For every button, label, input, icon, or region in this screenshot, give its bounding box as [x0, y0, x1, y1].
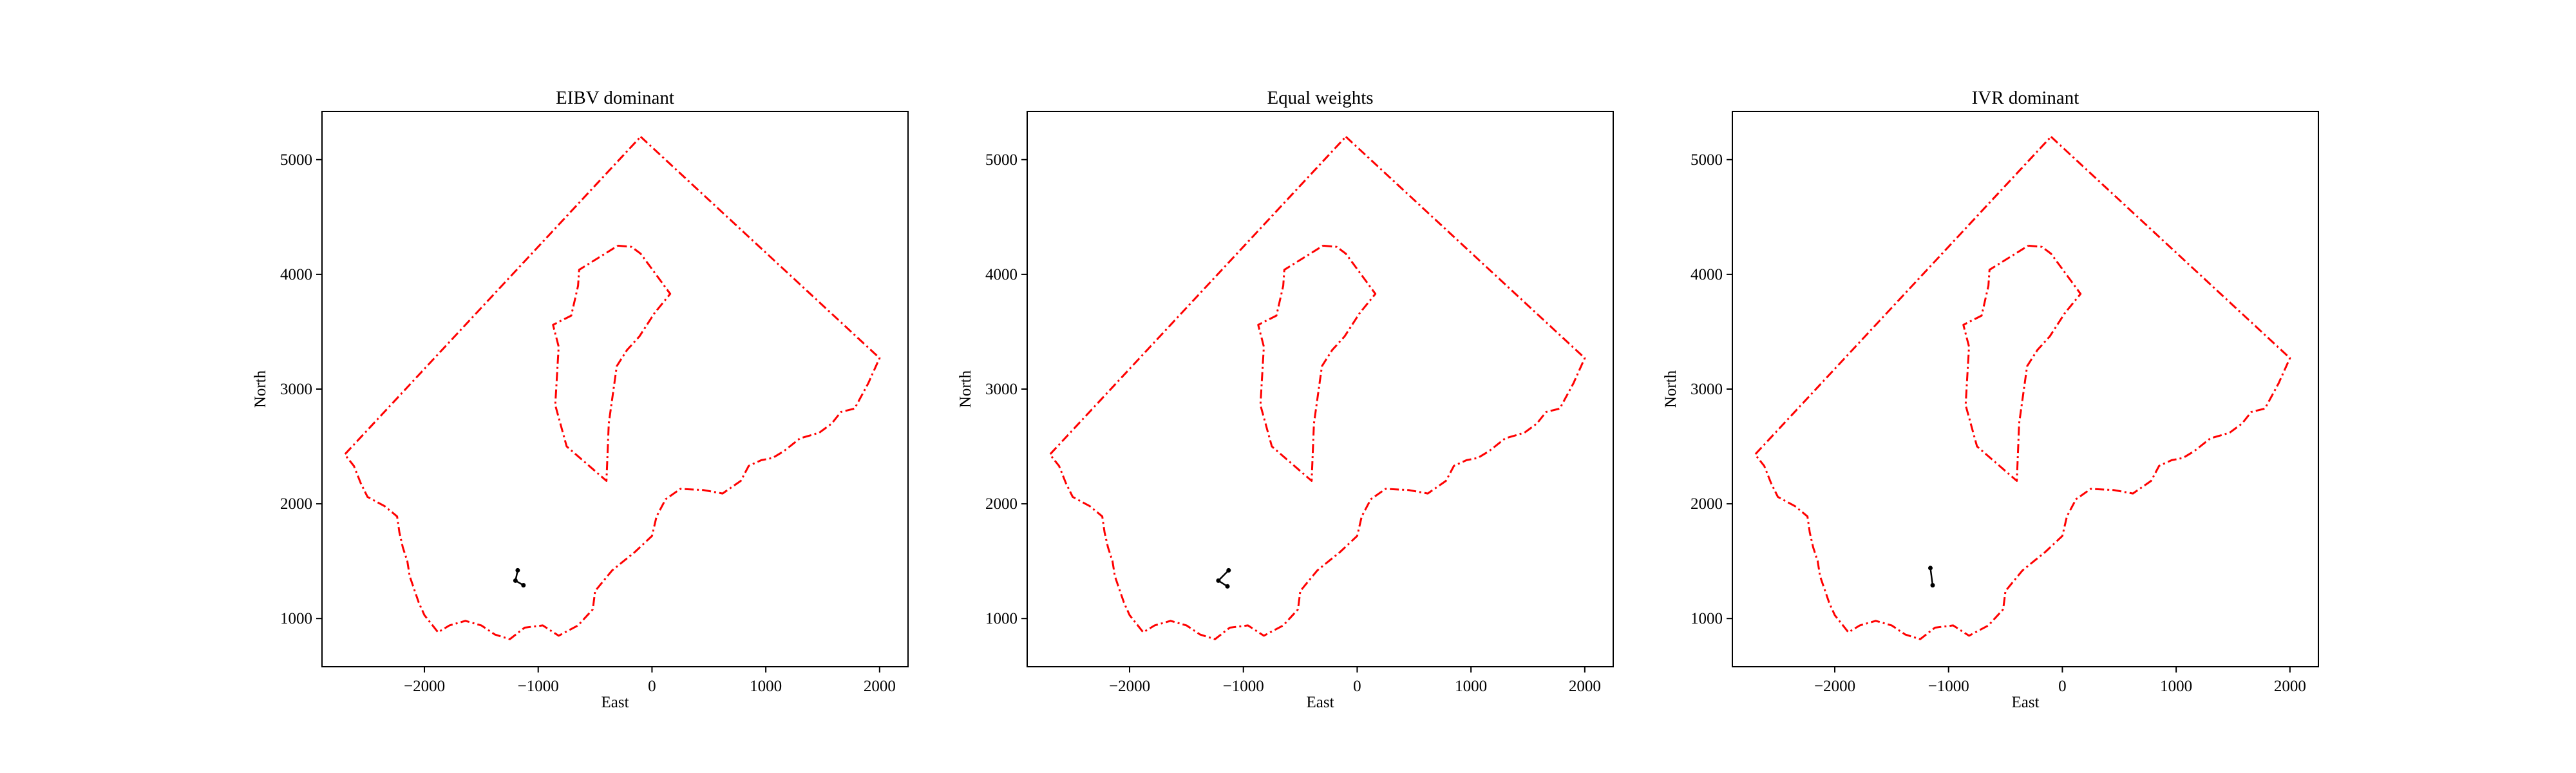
x-tick-label: 0: [1353, 678, 1361, 695]
y-tick-label: 1000: [985, 610, 1018, 627]
y-axis-label: North: [1662, 370, 1680, 408]
y-tick-label: 3000: [1690, 381, 1723, 398]
subplot-title: Equal weights: [1267, 88, 1373, 108]
x-tick-label: −1000: [518, 678, 559, 695]
plot-area: [1754, 136, 2291, 640]
boundary-outer: [1048, 136, 1586, 640]
axis-ticks: −2000 −1000 0 1000 2000 1000 2000 3000 4000 5000: [985, 151, 1601, 695]
x-axis-label: East: [2011, 694, 2039, 711]
x-tick-label: 1000: [750, 678, 782, 695]
x-tick-label: −2000: [1109, 678, 1150, 695]
trajectory-point-0: [1226, 568, 1231, 573]
boundary-inner: [552, 244, 672, 482]
y-tick-label: 4000: [985, 266, 1018, 283]
trajectory-point-2: [521, 583, 526, 587]
x-axis-label: East: [1306, 694, 1334, 711]
subplot-equal-weights: Equal weights East North −2000 −1000 0 1000…: [957, 88, 1614, 711]
trajectory-path: [1929, 568, 1934, 586]
subplot-eibv-dominant: EIBV dominant East North −2000 −1000 0 1000…: [252, 88, 909, 711]
y-tick-label: 5000: [1690, 151, 1723, 169]
y-axis-label: North: [252, 370, 269, 408]
trajectory-point-1: [513, 578, 518, 583]
x-tick-label: −2000: [1814, 678, 1855, 695]
trajectory-point-1: [1930, 583, 1935, 587]
y-tick-label: 2000: [985, 495, 1018, 513]
x-tick-label: −1000: [1928, 678, 1969, 695]
plot-frame: [321, 111, 909, 667]
plot-area: [343, 136, 881, 640]
x-tick-label: 1000: [2160, 678, 2192, 695]
subplot-title: EIBV dominant: [556, 88, 674, 108]
boundary-outer: [343, 136, 881, 640]
y-tick-label: 3000: [985, 381, 1018, 398]
boundary-outer: [1754, 136, 2291, 640]
x-tick-label: 2000: [1569, 678, 1601, 695]
x-tick-label: 0: [648, 678, 656, 695]
trajectory-point-0: [515, 568, 520, 573]
x-tick-label: 2000: [2274, 678, 2306, 695]
y-tick-label: 1000: [280, 610, 312, 627]
y-axis-label: North: [957, 370, 974, 408]
x-tick-label: 1000: [1455, 678, 1487, 695]
plot-frame: [1027, 111, 1614, 667]
subplot-title: IVR dominant: [1972, 88, 2079, 108]
trajectory-point-0: [1928, 566, 1933, 571]
plot-frame: [1732, 111, 2319, 667]
x-tick-label: −2000: [404, 678, 445, 695]
x-tick-label: 0: [2058, 678, 2067, 695]
y-tick-label: 4000: [1690, 266, 1723, 283]
axis-ticks: −2000 −1000 0 1000 2000 1000 2000 3000 4000 5000: [280, 151, 896, 695]
x-tick-label: −1000: [1223, 678, 1264, 695]
plot-area: [1048, 136, 1586, 640]
subplot-ivr-dominant: IVR dominant East North −2000 −1000 0 1000 2…: [1662, 88, 2319, 711]
x-axis-label: East: [601, 694, 629, 711]
y-tick-label: 4000: [280, 266, 312, 283]
y-tick-label: 2000: [280, 495, 312, 513]
axis-ticks: −2000 −1000 0 1000 2000 1000 2000 3000 4000 5000: [1690, 151, 2306, 695]
y-tick-label: 3000: [280, 381, 312, 398]
boundary-inner: [1257, 244, 1377, 482]
boundary-inner: [1962, 244, 2082, 482]
trajectory-point-1: [1216, 578, 1221, 583]
y-tick-label: 1000: [1690, 610, 1723, 627]
y-tick-label: 5000: [280, 151, 312, 169]
trajectory-path: [514, 570, 524, 586]
x-tick-label: 2000: [864, 678, 896, 695]
y-tick-label: 5000: [985, 151, 1018, 169]
trajectory-path: [1217, 569, 1229, 587]
y-tick-label: 2000: [1690, 495, 1723, 513]
trajectory-point-2: [1225, 584, 1230, 589]
